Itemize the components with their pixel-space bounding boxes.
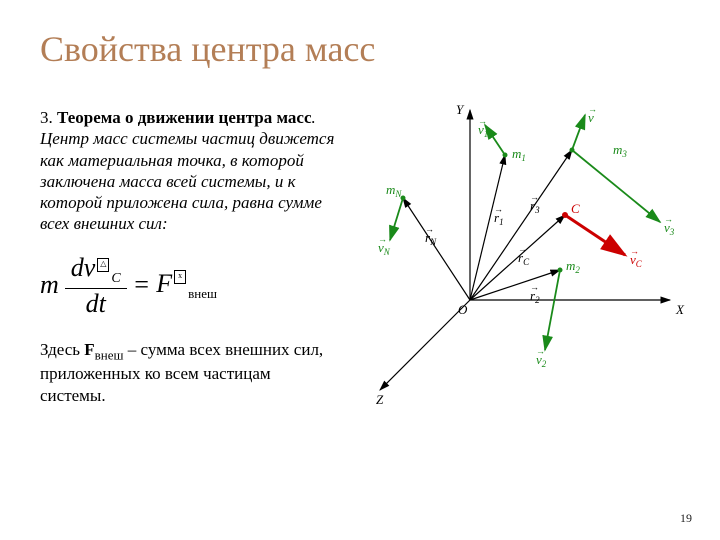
svg-text:→rN: →rN xyxy=(425,224,437,247)
slide-title: Свойства центра масс xyxy=(40,28,680,70)
formula-m: m xyxy=(40,269,59,302)
svg-text:→r3: →r3 xyxy=(530,192,540,215)
content-row: 3. Теорема о движении центра масс. Центр… xyxy=(40,90,680,425)
right-column: XYZOmN→rNm1→r1m3→r3m2→r2C→rC→vN→v1→v→v3→… xyxy=(350,90,680,425)
svg-text:C: C xyxy=(571,201,580,216)
note-Fsub: внеш xyxy=(95,347,124,362)
svg-text:Y: Y xyxy=(456,102,465,117)
svg-text:→vC: →vC xyxy=(630,246,643,269)
note-F: F xyxy=(84,340,94,359)
note-text: Здесь Fвнеш – сумма всех внешних сил, пр… xyxy=(40,339,340,406)
frac-d: d xyxy=(71,253,84,282)
svg-text:m3: m3 xyxy=(613,142,627,159)
formula-F: F xyxy=(156,269,172,298)
formula-F-wrap: Fxвнеш xyxy=(156,268,217,302)
frac-v: v xyxy=(84,253,96,282)
theorem-title: Теорема о движении центра масс xyxy=(57,108,312,127)
left-column: 3. Теорема о движении центра масс. Центр… xyxy=(40,90,340,425)
svg-text:→v3: →v3 xyxy=(664,214,675,237)
note-pre: Здесь xyxy=(40,340,84,359)
formula-fraction: dv△C dt xyxy=(65,253,127,319)
diagram-svg: XYZOmN→rNm1→r1m3→r3m2→r2C→rC→vN→v1→v→v3→… xyxy=(350,90,680,420)
frac-num: dv△C xyxy=(65,253,127,289)
page-number: 19 xyxy=(680,511,692,526)
svg-text:Z: Z xyxy=(376,392,384,407)
broken-glyph-1: △ xyxy=(97,258,109,272)
theorem-number: 3. xyxy=(40,108,53,127)
svg-text:→v: →v xyxy=(588,104,597,125)
svg-text:X: X xyxy=(675,302,685,317)
frac-sub: C xyxy=(111,271,120,286)
svg-text:→r2: →r2 xyxy=(530,282,540,305)
formula: m dv△C dt = Fxвнеш xyxy=(40,253,340,319)
formula-eq: = xyxy=(133,269,151,302)
svg-text:O: O xyxy=(458,302,468,317)
theorem-text: 3. Теорема о движении центра масс. Центр… xyxy=(40,107,340,235)
frac-den: dt xyxy=(80,289,112,319)
slide-container: { "title": "Свойства центра масс", "theo… xyxy=(0,0,720,540)
broken-glyph-2: x xyxy=(174,270,186,284)
svg-text:→r1: →r1 xyxy=(494,204,504,227)
svg-text:→vN: →vN xyxy=(378,234,391,257)
formula-F-sub: внеш xyxy=(188,287,217,302)
svg-text:mN: mN xyxy=(386,182,402,199)
svg-text:m2: m2 xyxy=(566,258,580,275)
svg-text:m1: m1 xyxy=(512,146,526,163)
